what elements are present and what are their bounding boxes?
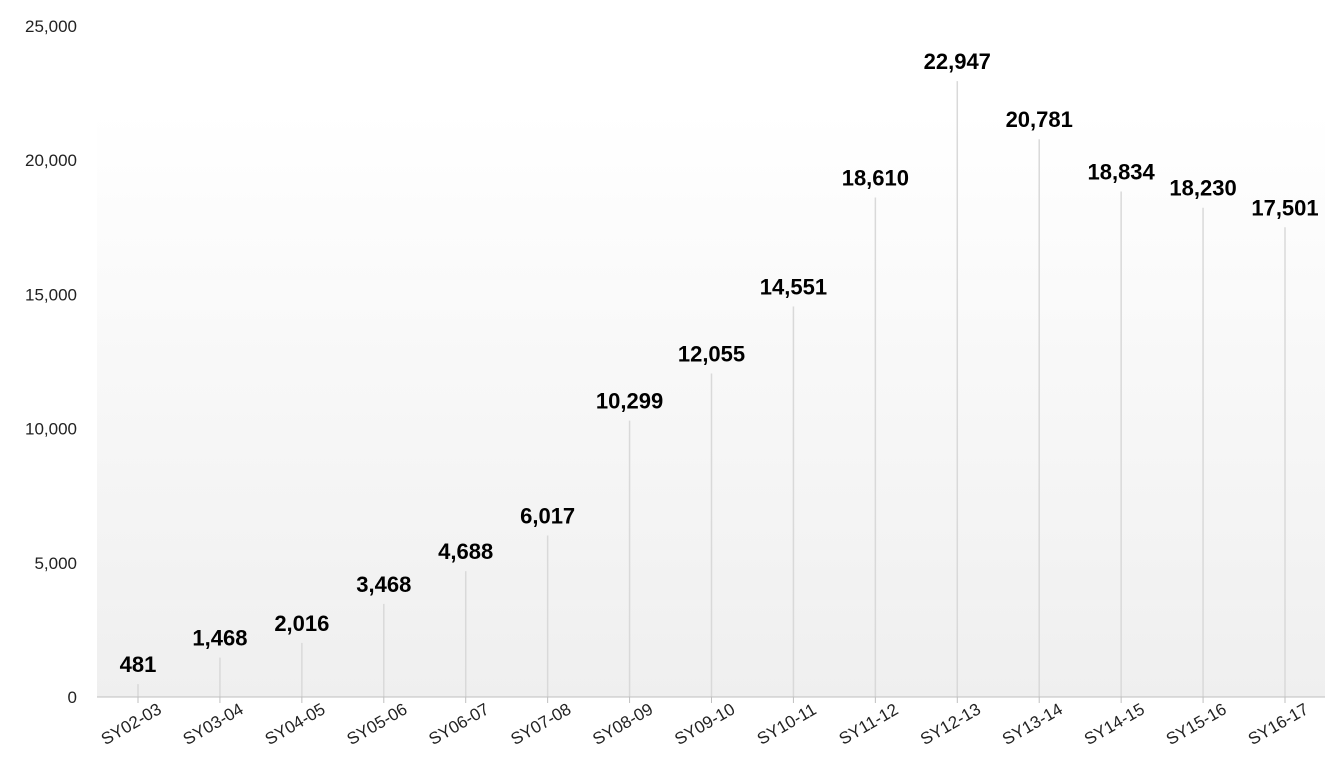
value-labels-layer: 481 1,468 2,016 3,468 4,688 6,017 10,299 12,055…	[120, 49, 1319, 677]
data-label: 17,501	[1251, 195, 1318, 220]
y-axis: 0 5,000 10,000 15,000 20,000 25,000	[25, 17, 77, 707]
y-tick-label: 10,000	[25, 420, 77, 439]
data-label: 3,468	[356, 572, 411, 597]
x-tick-label: SY09-10	[671, 699, 738, 749]
x-tick-label: SY14-15	[1081, 699, 1148, 749]
data-label: 18,230	[1169, 176, 1236, 201]
data-label: 6,017	[520, 504, 575, 529]
data-label: 10,299	[596, 389, 663, 414]
x-tick-label: SY16-17	[1245, 699, 1312, 749]
x-tick-label: SY11-12	[836, 700, 902, 749]
x-tick-label: SY04-05	[262, 699, 329, 749]
x-tick-label: SY07-08	[507, 699, 574, 749]
data-label: 481	[120, 652, 157, 677]
x-tick-label: SY02-03	[98, 699, 165, 749]
x-tick-label: SY03-04	[180, 699, 247, 749]
data-label: 4,688	[438, 539, 493, 564]
data-label: 20,781	[1006, 107, 1073, 132]
data-label: 12,055	[678, 341, 745, 366]
y-tick-label: 5,000	[34, 554, 77, 573]
data-label: 1,468	[192, 626, 247, 651]
data-label: 22,947	[924, 49, 991, 74]
data-label: 18,834	[1087, 159, 1155, 184]
data-label: 18,610	[842, 166, 909, 191]
x-tick-label: SY05-06	[344, 699, 411, 749]
x-tick-label: SY08-09	[589, 699, 656, 749]
x-tick-label: SY15-16	[1163, 699, 1230, 749]
x-tick-label: SY10-11	[754, 700, 820, 749]
x-axis: SY02-03 SY03-04 SY04-05 SY05-06 SY06-07 SY07-…	[98, 697, 1312, 749]
y-tick-label: 25,000	[25, 17, 77, 36]
data-label: 14,551	[760, 274, 827, 299]
x-tick-label: SY06-07	[426, 699, 493, 749]
y-tick-label: 0	[68, 688, 77, 707]
stems-layer	[137, 81, 1286, 697]
x-tick-label: SY13-14	[999, 699, 1066, 749]
y-tick-label: 15,000	[25, 285, 77, 304]
data-label: 2,016	[274, 611, 329, 636]
x-tick-label: SY12-13	[917, 699, 984, 749]
y-tick-label: 20,000	[25, 151, 77, 170]
